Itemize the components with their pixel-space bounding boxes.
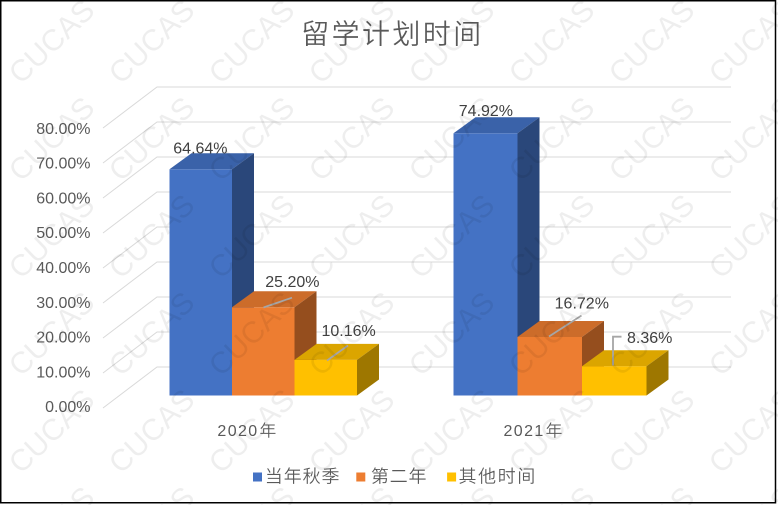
svg-text:10.16%: 10.16% — [321, 323, 375, 340]
svg-text:74.92%: 74.92% — [459, 103, 513, 120]
svg-text:50.00%: 50.00% — [36, 225, 90, 242]
svg-text:25.20%: 25.20% — [265, 274, 319, 291]
svg-text:20.00%: 20.00% — [36, 330, 90, 347]
svg-text:2021: 2021 — [504, 423, 545, 440]
svg-text:40.00%: 40.00% — [36, 260, 90, 277]
svg-text:2020: 2020 — [217, 423, 258, 440]
svg-text:0.00%: 0.00% — [45, 399, 90, 416]
svg-text:8.36%: 8.36% — [627, 330, 672, 347]
svg-text:80.00%: 80.00% — [36, 121, 90, 138]
svg-text:64.64%: 64.64% — [173, 140, 227, 157]
svg-text:30.00%: 30.00% — [36, 295, 90, 312]
svg-text:10.00%: 10.00% — [36, 364, 90, 381]
svg-text:16.72%: 16.72% — [555, 295, 609, 312]
svg-text:60.00%: 60.00% — [36, 190, 90, 207]
svg-text:70.00%: 70.00% — [36, 156, 90, 173]
